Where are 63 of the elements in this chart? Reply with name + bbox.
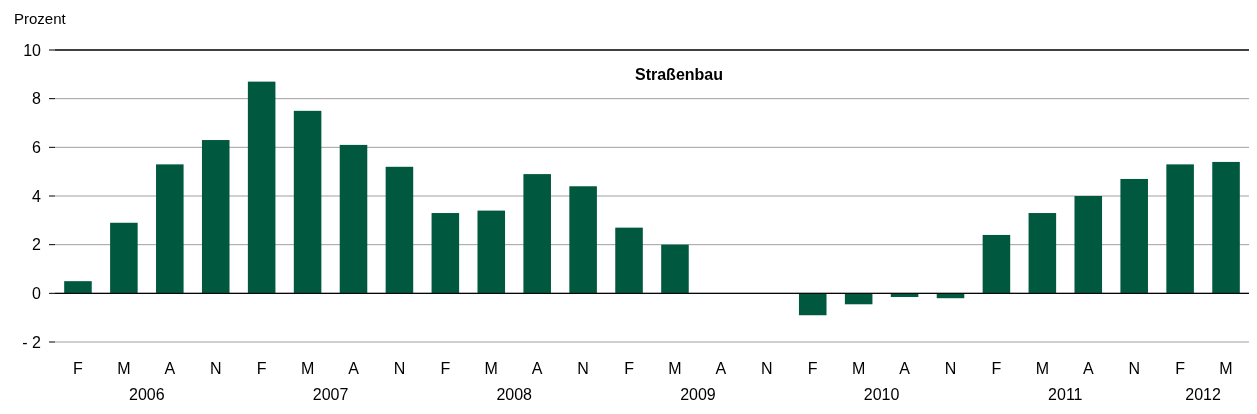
y-tick-label: 6 <box>32 138 42 156</box>
bar <box>201 140 230 294</box>
bar <box>661 244 689 294</box>
y-tick-label: - 2 <box>22 333 42 351</box>
x-tick-label: F <box>440 360 451 377</box>
bar <box>1166 164 1194 294</box>
x-tick-label: M <box>117 360 131 377</box>
bar <box>385 166 414 294</box>
bar <box>339 144 368 294</box>
x-tick-label: N <box>209 360 222 377</box>
bar <box>110 222 138 294</box>
bar <box>431 213 460 294</box>
bar <box>477 210 506 294</box>
x-tick-label: M <box>1219 360 1233 377</box>
bar <box>523 174 551 294</box>
x-tick-label: F <box>1175 360 1186 377</box>
x-tick-label: N <box>944 360 957 377</box>
x-tick-label: M <box>484 360 498 377</box>
bar <box>247 81 276 294</box>
bar <box>156 164 184 294</box>
text: 2011 <box>1048 386 1083 403</box>
bar <box>982 234 1011 294</box>
y-axis-title: Prozent <box>14 10 67 27</box>
x-tick-label: F <box>624 360 635 377</box>
x-tick-label: F <box>256 360 267 377</box>
y-tick-label: 10 <box>23 41 42 59</box>
x-tick-label: N <box>393 360 406 377</box>
x-tick-label: A <box>164 360 176 377</box>
text: 2007 <box>312 386 349 403</box>
y-tick-label: 8 <box>32 90 42 108</box>
text: 2008 <box>496 386 533 403</box>
x-tick-label: A <box>715 360 727 377</box>
x-tick-label: M <box>1035 360 1050 377</box>
bar <box>798 293 827 316</box>
bar <box>1074 196 1103 294</box>
bar <box>293 110 322 294</box>
x-tick-label: A <box>531 360 543 377</box>
x-tick-label: M <box>668 360 682 377</box>
x-tick-label: A <box>348 360 360 377</box>
text: 2009 <box>680 386 716 403</box>
x-tick-label: A <box>1082 360 1094 377</box>
bar <box>569 186 597 294</box>
bar <box>615 227 643 294</box>
text: 2012 <box>1185 386 1221 403</box>
x-tick-label: M <box>300 360 315 377</box>
y-tick-label: 0 <box>32 284 42 302</box>
bar <box>1028 213 1057 294</box>
text: 2010 <box>863 386 900 403</box>
y-tick-label: 2 <box>32 236 42 254</box>
x-tick-label: F <box>807 360 818 377</box>
x-tick-label: N <box>1128 360 1140 377</box>
bar <box>1120 178 1148 294</box>
x-tick-label: M <box>851 360 866 377</box>
x-tick-label: A <box>899 360 911 377</box>
text: Straßenbau <box>634 66 724 83</box>
x-tick-label: F <box>991 360 1002 377</box>
y-tick-label: 4 <box>32 187 42 205</box>
x-tick-label: F <box>73 360 84 377</box>
bar <box>64 281 92 294</box>
text: 2006 <box>129 386 165 403</box>
x-tick-label: N <box>761 360 773 377</box>
bar <box>1212 161 1240 294</box>
x-tick-label: N <box>577 360 589 377</box>
